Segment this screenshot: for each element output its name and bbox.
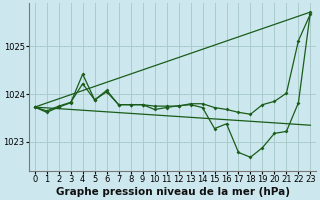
- X-axis label: Graphe pression niveau de la mer (hPa): Graphe pression niveau de la mer (hPa): [56, 187, 290, 197]
